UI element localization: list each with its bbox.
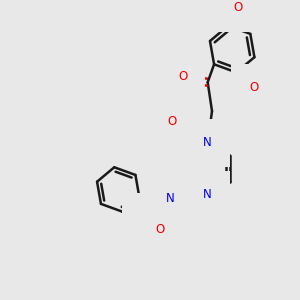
Text: N: N <box>203 188 212 201</box>
Text: O: O <box>155 223 165 236</box>
Text: O: O <box>178 70 187 83</box>
Text: N: N <box>166 192 175 205</box>
Text: N: N <box>139 211 148 224</box>
Text: O: O <box>174 210 184 223</box>
Text: O: O <box>233 1 243 14</box>
Text: O: O <box>167 115 176 128</box>
Text: O: O <box>194 183 203 196</box>
Text: O: O <box>249 82 258 94</box>
Text: N: N <box>203 136 212 149</box>
Text: O: O <box>194 141 203 154</box>
